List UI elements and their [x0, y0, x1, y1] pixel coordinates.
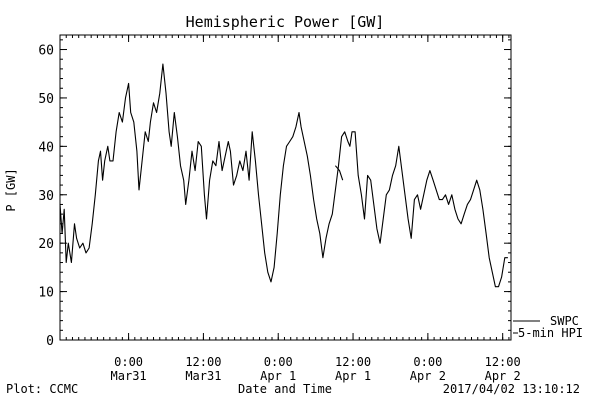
x-tick-time-label: 0:00 — [114, 355, 143, 369]
x-tick-time-label: 12:00 — [185, 355, 221, 369]
plot-credit: Plot: CCMC — [6, 382, 78, 396]
y-tick-label: 10 — [38, 286, 54, 301]
series-line-swpc — [334, 165, 344, 181]
x-tick-date-label: Apr 1 — [260, 369, 296, 383]
x-tick-time-label: 0:00 — [413, 355, 442, 369]
series-layer — [59, 63, 508, 288]
y-tick-label: 20 — [38, 237, 54, 252]
y-tick-label: 60 — [38, 44, 54, 59]
y-tick-labels: 0 10 20 30 40 50 60 — [38, 44, 54, 349]
plot-timestamp: 2017/04/02 13:10:12 — [443, 382, 580, 396]
y-tick-label: 0 — [46, 334, 54, 349]
y-tick-label: 50 — [38, 92, 54, 107]
x-axis-label: Date and Time — [238, 382, 332, 396]
x-tick-date-label: Apr 2 — [410, 369, 446, 383]
x-tick-date-label: Apr 2 — [485, 369, 521, 383]
x-tick-date-label: Mar31 — [185, 369, 221, 383]
axis-ticks — [59, 35, 511, 341]
legend-label-hpi: 5-min HPI — [518, 326, 583, 340]
x-tick-date-label: Apr 1 — [335, 369, 371, 383]
x-tick-time-label: 12:00 — [335, 355, 371, 369]
x-tick-time-label: 0:00 — [264, 355, 293, 369]
series-line-5-min-hpi — [59, 63, 508, 288]
y-tick-label: 30 — [38, 189, 54, 204]
legend: SWPC 5-min HPI — [513, 314, 583, 340]
plot-frame — [59, 34, 512, 341]
chart-title: Hemispheric Power [GW] — [186, 13, 385, 31]
legend-label-swpc: SWPC — [550, 314, 579, 328]
y-tick-label: 40 — [38, 140, 54, 155]
x-tick-date-label: Mar31 — [111, 369, 147, 383]
y-axis-label: P [GW] — [4, 168, 18, 211]
x-tick-time-label: 12:00 — [485, 355, 521, 369]
